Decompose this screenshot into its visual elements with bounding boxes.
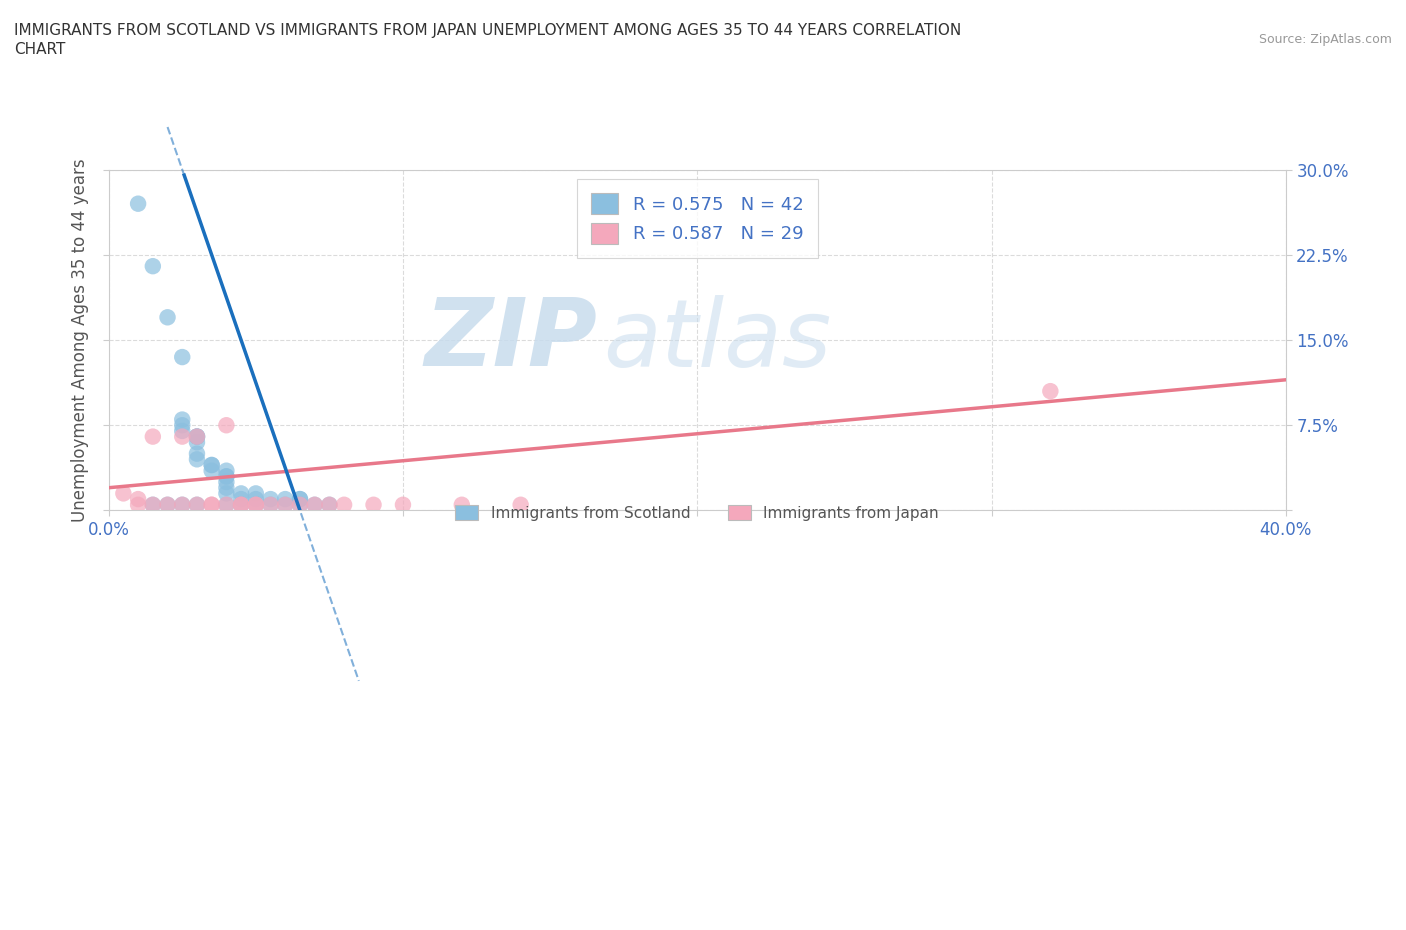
Point	[229, 486, 252, 501]
Point	[142, 259, 165, 273]
Point	[215, 469, 238, 484]
Point	[304, 498, 326, 512]
Point	[127, 196, 149, 211]
Text: ZIP: ZIP	[425, 294, 598, 386]
Point	[186, 429, 208, 444]
Point	[201, 463, 224, 478]
Point	[186, 498, 208, 512]
Point	[215, 469, 238, 484]
Point	[229, 498, 252, 512]
Point	[215, 498, 238, 512]
Point	[142, 429, 165, 444]
Point	[201, 458, 224, 472]
Point	[215, 498, 238, 512]
Point	[229, 498, 252, 512]
Point	[172, 498, 194, 512]
Point	[259, 492, 281, 507]
Point	[318, 498, 340, 512]
Point	[1039, 384, 1062, 399]
Point	[156, 498, 179, 512]
Point	[245, 498, 267, 512]
Point	[127, 498, 149, 512]
Point	[186, 429, 208, 444]
Point	[172, 412, 194, 427]
Point	[229, 498, 252, 512]
Text: Source: ZipAtlas.com: Source: ZipAtlas.com	[1258, 33, 1392, 46]
Text: CHART: CHART	[14, 42, 66, 57]
Point	[288, 492, 311, 507]
Point	[201, 458, 224, 472]
Point	[288, 498, 311, 512]
Point	[318, 498, 340, 512]
Point	[201, 498, 224, 512]
Point	[229, 492, 252, 507]
Point	[156, 310, 179, 325]
Point	[274, 498, 297, 512]
Point	[186, 498, 208, 512]
Point	[186, 429, 208, 444]
Point	[172, 423, 194, 438]
Point	[215, 474, 238, 489]
Point	[215, 463, 238, 478]
Point	[142, 498, 165, 512]
Point	[259, 498, 281, 512]
Point	[363, 498, 385, 512]
Point	[186, 429, 208, 444]
Point	[127, 492, 149, 507]
Point	[215, 480, 238, 495]
Point	[245, 492, 267, 507]
Y-axis label: Unemployment Among Ages 35 to 44 years: Unemployment Among Ages 35 to 44 years	[72, 158, 89, 522]
Point	[288, 492, 311, 507]
Point	[172, 429, 194, 444]
Point	[186, 435, 208, 450]
Point	[450, 498, 472, 512]
Point	[156, 498, 179, 512]
Point	[112, 486, 135, 501]
Point	[274, 492, 297, 507]
Point	[333, 498, 356, 512]
Point	[304, 498, 326, 512]
Point	[288, 498, 311, 512]
Point	[215, 486, 238, 501]
Point	[215, 418, 238, 432]
Text: atlas: atlas	[603, 295, 831, 386]
Point	[172, 350, 194, 365]
Legend: Immigrants from Scotland, Immigrants from Japan: Immigrants from Scotland, Immigrants fro…	[450, 498, 945, 526]
Point	[186, 446, 208, 461]
Point	[186, 452, 208, 467]
Point	[509, 498, 531, 512]
Point	[172, 418, 194, 432]
Point	[245, 486, 267, 501]
Point	[259, 498, 281, 512]
Point	[392, 498, 415, 512]
Point	[201, 498, 224, 512]
Point	[245, 498, 267, 512]
Point	[172, 498, 194, 512]
Point	[274, 498, 297, 512]
Point	[245, 498, 267, 512]
Text: IMMIGRANTS FROM SCOTLAND VS IMMIGRANTS FROM JAPAN UNEMPLOYMENT AMONG AGES 35 TO : IMMIGRANTS FROM SCOTLAND VS IMMIGRANTS F…	[14, 23, 962, 38]
Point	[142, 498, 165, 512]
